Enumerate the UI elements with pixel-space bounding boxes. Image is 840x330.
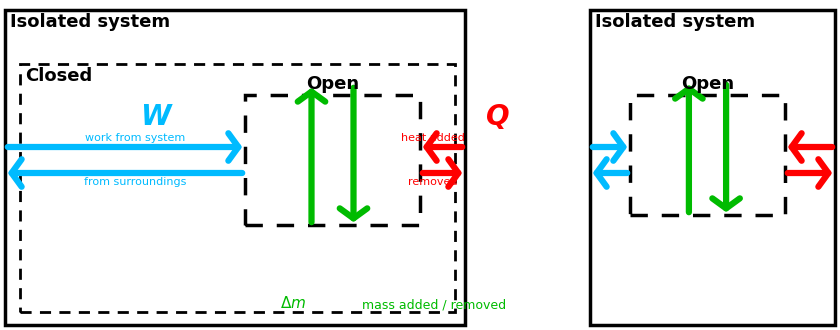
Text: Isolated system: Isolated system — [10, 13, 171, 31]
Bar — [20, 64, 455, 312]
Text: Open: Open — [681, 75, 734, 93]
Bar — [630, 95, 785, 215]
Text: work from system: work from system — [85, 133, 185, 143]
Bar — [245, 95, 420, 225]
Text: Closed: Closed — [25, 67, 92, 85]
Bar — [5, 10, 465, 325]
Text: W: W — [139, 103, 171, 131]
Text: mass added / removed: mass added / removed — [363, 298, 507, 311]
Text: from surroundings: from surroundings — [84, 177, 186, 187]
Bar — [590, 10, 835, 325]
Text: heat added: heat added — [401, 133, 465, 143]
Text: $\Delta\mathit{m}$: $\Delta\mathit{m}$ — [281, 295, 307, 311]
Text: Isolated system: Isolated system — [595, 13, 755, 31]
Text: Q: Q — [486, 103, 510, 131]
Text: Open: Open — [306, 75, 359, 93]
Text: removed: removed — [407, 177, 457, 187]
